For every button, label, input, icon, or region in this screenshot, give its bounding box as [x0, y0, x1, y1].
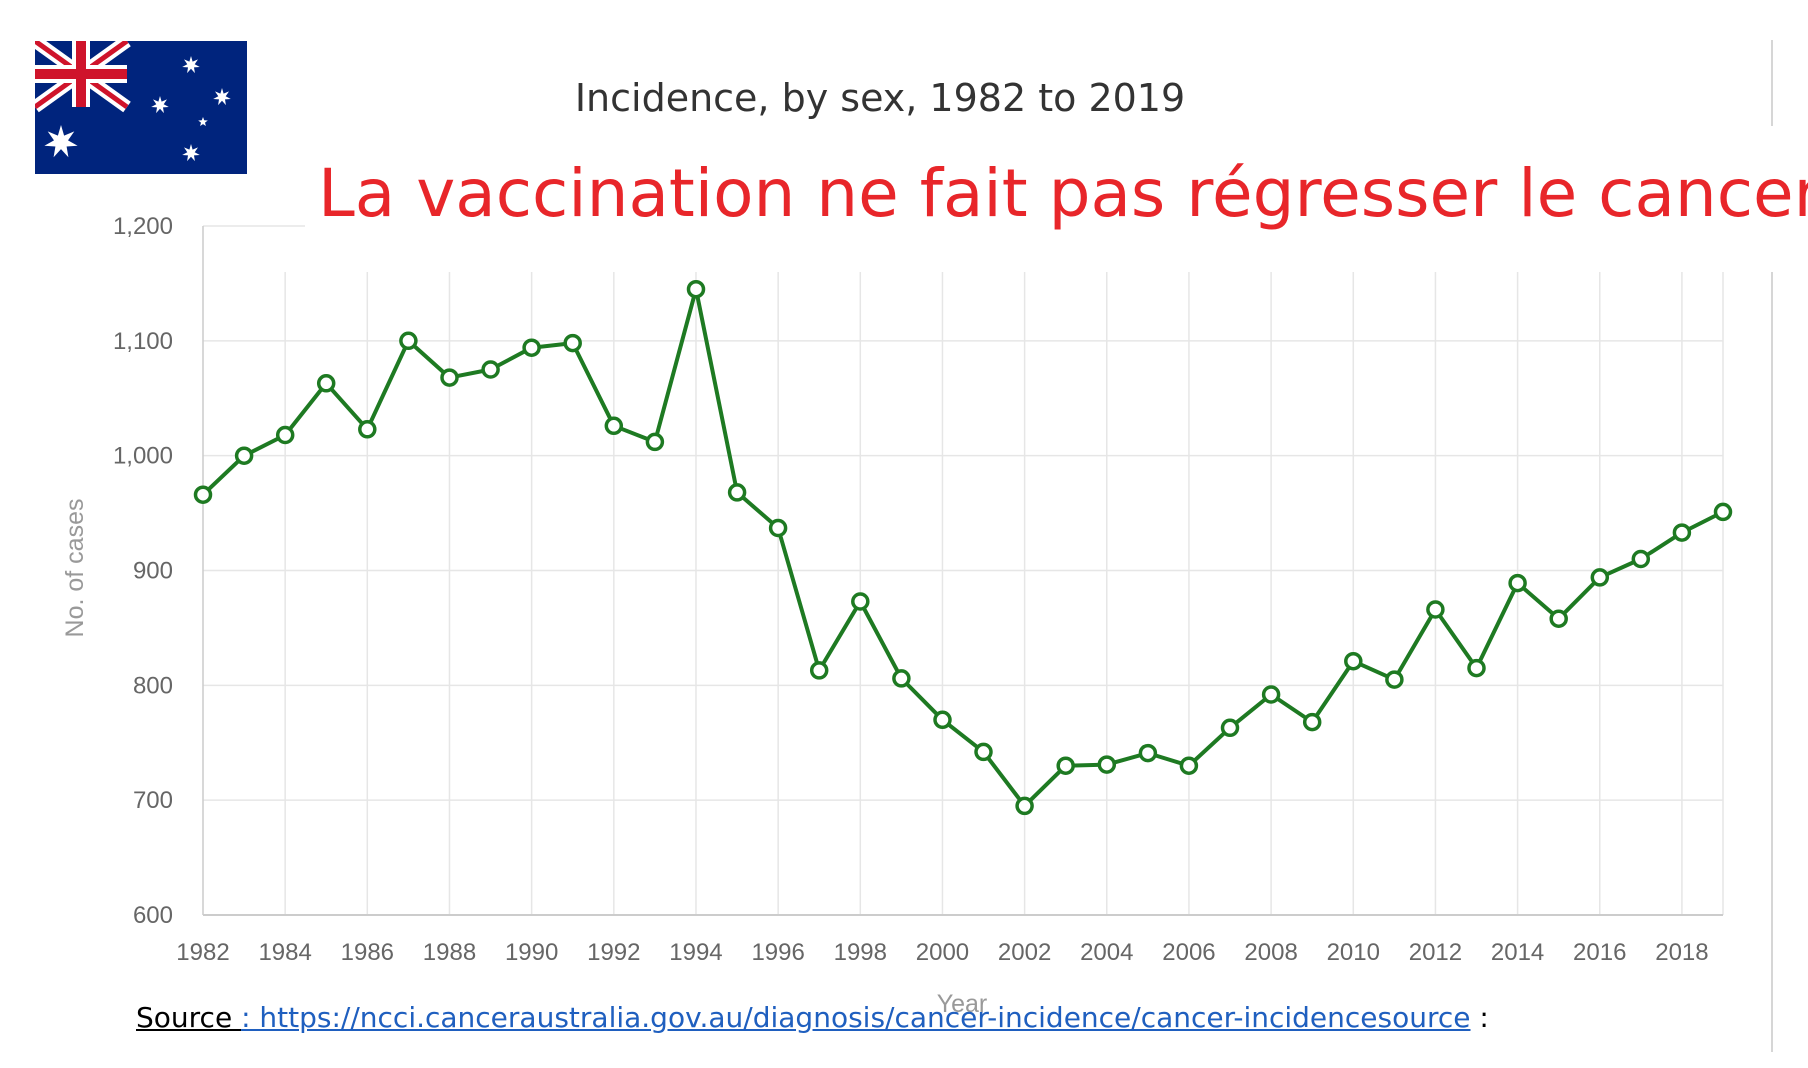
data-point: [933, 710, 952, 730]
right-edge-line-bottom: [1771, 272, 1773, 1052]
flag-star: [198, 117, 208, 126]
data-point: [645, 432, 665, 452]
data-point: [234, 446, 254, 465]
data-point: [1631, 549, 1651, 569]
data-point: [358, 420, 377, 439]
x-tick-label: 1986: [341, 939, 394, 966]
x-tick-label: 2006: [1162, 939, 1215, 966]
data-point: [809, 661, 829, 680]
data-point: [1138, 743, 1158, 763]
series-line-layer: [201, 287, 1724, 808]
data-point: [440, 368, 459, 387]
y-tick-label: 800: [133, 672, 173, 699]
data-point: [1590, 568, 1610, 587]
data-point: [563, 333, 582, 353]
x-tick-label: 2002: [998, 939, 1051, 966]
x-tick-label: 1990: [505, 939, 558, 966]
source-line: Source : https://ncci.canceraustralia.go…: [136, 1001, 1489, 1034]
x-tick-label: 1996: [751, 939, 804, 966]
flag-star: [182, 56, 200, 74]
x-tick-label: 2018: [1655, 939, 1708, 966]
source-label: Source: [136, 1001, 242, 1034]
flag-star: [213, 88, 231, 106]
data-point: [851, 592, 870, 611]
data-point: [892, 669, 911, 688]
data-point: [1179, 756, 1199, 775]
y-axis-label: No. of cases: [61, 499, 89, 638]
data-point: [1672, 523, 1692, 542]
data-point: [1549, 609, 1568, 628]
data-point: [1467, 658, 1486, 678]
x-tick-label: 1992: [587, 939, 640, 966]
x-tick-label: 1988: [423, 939, 476, 966]
data-point: [1261, 685, 1281, 704]
data-point: [481, 360, 500, 379]
data-point: [686, 279, 706, 299]
flag-star: [151, 96, 169, 114]
data-points: [193, 279, 1733, 816]
flag-star: [182, 144, 200, 162]
y-tick-label: 1,000: [113, 443, 173, 470]
axes: [202, 226, 1723, 916]
data-point: [1344, 651, 1363, 671]
data-point: [1426, 600, 1445, 619]
x-tick-label: 2000: [916, 939, 969, 966]
data-point: [522, 338, 541, 357]
x-tick-label: 1994: [669, 939, 722, 966]
chart-title: Incidence, by sex, 1982 to 2019: [574, 76, 1186, 120]
x-tick-label: 2016: [1573, 939, 1626, 966]
x-tick-label: 1982: [176, 939, 229, 966]
data-point: [399, 331, 418, 351]
headline-text: La vaccination ne fait pas régresser le …: [318, 155, 1808, 232]
data-point: [316, 374, 336, 393]
right-edge-line-top: [1771, 40, 1773, 126]
y-tick-label: 600: [133, 902, 173, 929]
source-trailing: :: [1470, 1001, 1489, 1034]
y-tick-label: 700: [133, 787, 173, 814]
data-point: [1713, 502, 1733, 522]
data-point: [1097, 755, 1117, 774]
y-tick-label: 1,100: [113, 328, 173, 355]
flag-star: [44, 125, 78, 158]
australia-flag-icon: [35, 41, 247, 174]
y-tick-label: 1,200: [113, 213, 173, 240]
union-jack-canton: [35, 41, 131, 113]
data-point: [1015, 796, 1034, 816]
data-point: [1302, 712, 1322, 732]
data-point: [1508, 573, 1527, 593]
grid-lines: [203, 225, 1724, 915]
x-tick-label: 2008: [1244, 939, 1297, 966]
x-tick-label: 1998: [834, 939, 887, 966]
x-tick-label: 2012: [1409, 939, 1462, 966]
series-line: [201, 287, 1724, 808]
data-point: [974, 742, 993, 762]
data-point: [1056, 756, 1075, 775]
y-tick-label: 900: [133, 558, 173, 585]
source-link[interactable]: : https://ncci.canceraustralia.gov.au/di…: [241, 1001, 1471, 1034]
x-tick-label: 1984: [258, 939, 311, 966]
data-point: [1220, 718, 1240, 738]
data-point: [1385, 670, 1404, 689]
x-tick-label: 2010: [1327, 939, 1380, 966]
x-tick-label: 2014: [1491, 939, 1544, 966]
tick-labels: 600 700 800 900 1,000 1,100 1,200 1982 1984 1986 1…: [113, 213, 1709, 966]
x-tick-label: 2004: [1080, 939, 1133, 966]
data-point: [727, 483, 747, 502]
headline-backdrop: [305, 170, 1745, 265]
data-point: [275, 425, 295, 445]
data-point: [193, 485, 213, 504]
data-point: [604, 416, 624, 436]
data-point: [768, 518, 788, 538]
